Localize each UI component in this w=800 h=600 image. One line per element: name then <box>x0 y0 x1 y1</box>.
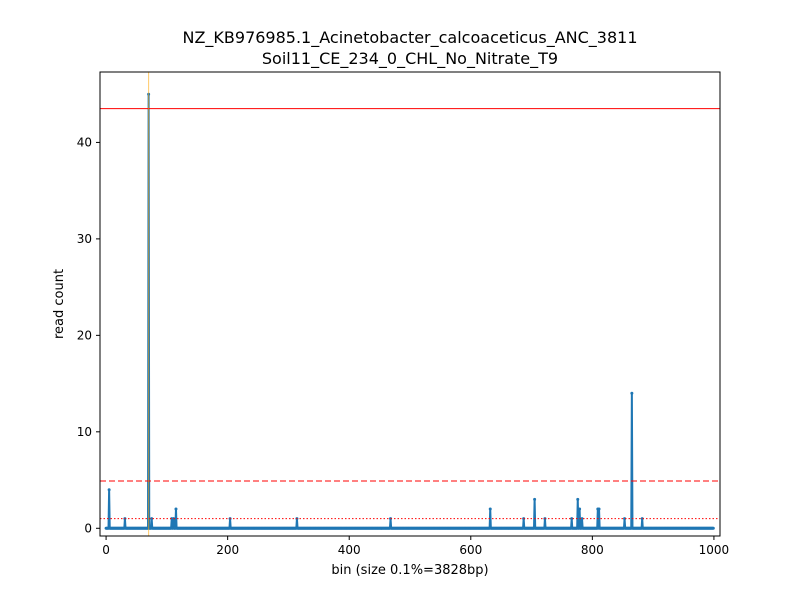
y-tick-label: 40 <box>77 135 92 149</box>
data-point <box>623 517 627 521</box>
data-point <box>150 517 154 521</box>
data-point <box>570 517 574 521</box>
chart-title-line-2: Soil11_CE_234_0_CHL_No_Nitrate_T9 <box>262 49 558 69</box>
y-tick-label: 20 <box>77 328 92 342</box>
data-point <box>711 526 715 530</box>
data-point <box>533 497 537 501</box>
y-axis: 0 10 20 30 40 <box>77 135 100 535</box>
y-tick-label: 0 <box>84 521 92 535</box>
x-axis-label: bin (size 0.1%=3828bp) <box>331 563 488 578</box>
y-tick-label: 10 <box>77 425 92 439</box>
data-point <box>174 507 178 511</box>
y-axis-label: read count <box>52 269 67 339</box>
series-markers <box>104 92 715 530</box>
data-point <box>576 497 580 501</box>
data-point <box>578 507 582 511</box>
x-tick-label: 0 <box>102 543 110 557</box>
data-point <box>488 507 492 511</box>
data-point <box>107 488 111 492</box>
plot-frame <box>99 71 721 537</box>
chart-title-line-1: NZ_KB976985.1_Acinetobacter_calcoaceticu… <box>182 28 637 48</box>
data-point <box>640 517 644 521</box>
y-tick-label: 30 <box>77 232 92 246</box>
plot-area <box>100 72 720 536</box>
x-tick-label: 200 <box>216 543 239 557</box>
x-tick-label: 400 <box>338 543 361 557</box>
x-tick-label: 800 <box>581 543 604 557</box>
x-axis: 0 200 400 600 800 1000 <box>102 536 729 557</box>
x-tick-label: 1000 <box>699 543 730 557</box>
data-point <box>630 391 634 395</box>
data-point <box>580 517 584 521</box>
x-tick-label: 600 <box>459 543 482 557</box>
data-point <box>597 507 601 511</box>
